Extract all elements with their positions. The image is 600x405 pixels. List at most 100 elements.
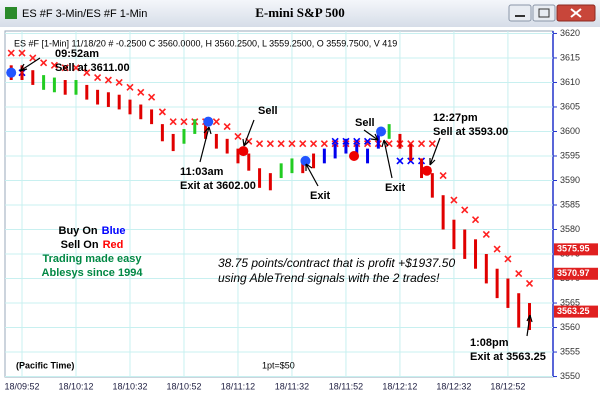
- y-tick-label: 3555: [560, 346, 580, 356]
- rule-prefix: Buy On: [59, 225, 98, 237]
- stop-marker: [158, 108, 166, 116]
- y-tick-label: 3585: [560, 199, 580, 209]
- annotations: 09:52am Sell at 3611.00 Sell 11:03am Exit at…: [16, 48, 546, 370]
- window-title: ES #F 3-Min/ES #F 1-Min: [22, 8, 147, 20]
- stop-marker: [61, 64, 69, 72]
- stop-marker: [407, 140, 415, 148]
- stop-marker: [482, 230, 490, 238]
- stop-marker: [331, 137, 339, 145]
- stop-marker: [428, 140, 436, 148]
- signal-dot: [300, 155, 311, 166]
- y-tick-label: 3600: [560, 126, 580, 136]
- annotation: using AbleTrend signals with the 2 trade…: [218, 271, 440, 285]
- stop-marker: [525, 279, 534, 287]
- stop-marker: [115, 78, 123, 87]
- annotation: Exit at 3563.25: [470, 351, 546, 363]
- rule-prefix: Sell On: [61, 239, 99, 251]
- stop-marker: [450, 196, 458, 204]
- rule-text: Buy On Blue: [59, 225, 126, 237]
- stop-marker: [29, 54, 37, 62]
- arrow: [305, 163, 319, 187]
- stop-marker: [40, 59, 48, 67]
- price-tag: [554, 305, 598, 318]
- rule-text: Sell On Red: [61, 239, 124, 251]
- y-tick-label: 3615: [560, 52, 580, 62]
- y-tick-label: 3620: [560, 28, 580, 38]
- signal-dot: [238, 146, 249, 157]
- arrow: [526, 314, 533, 337]
- stop-marker: [363, 140, 372, 148]
- stop-marker: [50, 61, 58, 69]
- y-tick-label: 3565: [560, 297, 580, 307]
- x-tick-label: 18/10:52: [166, 381, 201, 391]
- y-tick-label: 3560: [560, 322, 580, 332]
- stop-marker: [493, 245, 501, 253]
- stop-marker: [396, 157, 404, 165]
- rule-accent: Blue: [102, 225, 126, 237]
- stop-marker: [83, 69, 91, 77]
- signal-dot: [376, 126, 387, 137]
- arrow: [381, 139, 393, 179]
- annotation: 38.75 points/contract that is profit +$1…: [218, 256, 455, 270]
- stop-marker: [137, 88, 145, 96]
- arrow: [429, 137, 441, 166]
- signal-dot: [6, 67, 17, 78]
- x-tick-label: 18/12:12: [382, 381, 417, 391]
- price-tag: [554, 243, 598, 256]
- stop-marker: [320, 140, 328, 148]
- window-buttons[interactable]: [508, 4, 596, 22]
- price-tag: [554, 267, 598, 280]
- x-tick-label: 18/12:32: [436, 381, 471, 391]
- y-tick-label: 3580: [560, 224, 580, 234]
- stop-marker: [266, 140, 274, 148]
- minimize-button[interactable]: [508, 4, 532, 22]
- price-tag-label: 3575.95: [557, 244, 590, 254]
- stop-marker: [234, 132, 242, 140]
- x-tick-label: 18/10:32: [112, 381, 147, 391]
- annotation: Sell at 3593.00: [433, 126, 508, 138]
- y-tick-label: 3605: [560, 101, 580, 111]
- stop-marker: [515, 270, 523, 278]
- close-icon: [570, 8, 582, 18]
- x-tick-label: 18/09:52: [4, 381, 39, 391]
- x-tick-label: 18/11:32: [275, 381, 309, 391]
- rule-accent: Red: [103, 239, 124, 251]
- y-tick-label: 3595: [560, 150, 580, 160]
- x-tick-label: 18/10:12: [58, 381, 93, 391]
- stop-marker: [277, 140, 285, 148]
- y-tick-label: 3590: [560, 175, 580, 185]
- annotation: 1:08pm: [470, 337, 509, 349]
- stop-marker: [309, 140, 318, 148]
- stop-marker: [169, 118, 177, 126]
- stop-marker: [331, 140, 339, 148]
- stop-marker: [353, 137, 361, 145]
- stop-marker: [504, 255, 512, 263]
- stop-marker: [223, 123, 231, 131]
- annotation: 09:52am: [55, 48, 99, 60]
- signal-dot: [349, 150, 360, 161]
- maximize-button[interactable]: [532, 4, 556, 22]
- stop-marker: [471, 216, 480, 224]
- stop-marker: [212, 118, 220, 126]
- signal-dot: [421, 165, 432, 176]
- grid: 3550355535603565357035753580358535903595…: [4, 28, 580, 392]
- stop-marker: [180, 118, 188, 126]
- stop-marker: [299, 140, 307, 148]
- annotation: Sell at 3611.00: [55, 62, 130, 74]
- annotation: Exit: [310, 190, 331, 202]
- stop-marker: [461, 206, 469, 214]
- stop-marker: [18, 49, 26, 57]
- stop-marker: [439, 172, 447, 180]
- arrows: [19, 57, 533, 337]
- stop-marker: [7, 49, 15, 57]
- stop-marker: [126, 83, 134, 91]
- annotation: Trading made easy: [42, 253, 142, 265]
- signal-dot: [203, 116, 214, 127]
- stop-marker: [363, 137, 372, 145]
- x-tick-label: 18/11:52: [329, 381, 363, 391]
- y-tick-label: 3550: [560, 371, 580, 381]
- bar-info: ES #F [1-Min] 11/18/20 # -0.2500 C 3560.…: [14, 38, 397, 48]
- stop-marker: [72, 64, 80, 72]
- stop-marker: [288, 140, 296, 148]
